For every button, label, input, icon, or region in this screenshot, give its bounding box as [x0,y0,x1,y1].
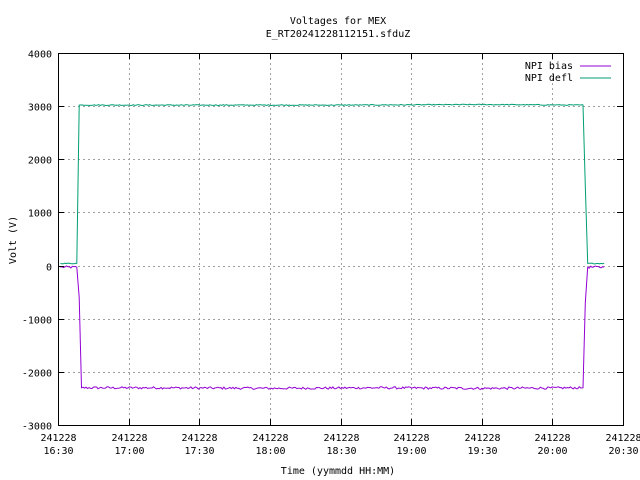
series-layer [60,103,605,390]
y-tick-label: 2000 [28,156,52,167]
x-tick-label: 241228 20:30 [605,433,640,457]
x-tick-label: 241228 16:30 [40,433,76,457]
y-tick-label: 0 [46,263,52,274]
x-tick-label: 241228 19:30 [464,433,500,457]
y-tick-label: -2000 [22,369,52,380]
x-tick-label: 241228 20:00 [534,433,570,457]
y-tick-labels: 4000 3000 2000 1000 0 -1000 -2000 -3000 [22,50,52,433]
x-tick-label: 241228 18:00 [252,433,288,457]
x-axis-label: Time (yymmdd HH:MM) [281,466,395,477]
y-tick-label: -1000 [22,316,52,327]
y-tick-label: 3000 [28,103,52,114]
x-tick-label: 241228 18:30 [323,433,359,457]
legend-label: NPI bias [525,61,573,72]
chart-title: Voltages for MEX [290,16,386,27]
series-line-npi-bias [60,265,605,390]
x-tick-label: 241228 17:00 [111,433,147,457]
grid-layer [58,53,623,425]
y-tick-label: 1000 [28,209,52,220]
legend-label: NPI defl [525,73,573,84]
y-tick-label: -3000 [22,422,52,433]
y-tick-label: 4000 [28,50,52,61]
x-tick-label: 241228 17:30 [181,433,217,457]
series-line-npi-defl [60,103,605,265]
y-axis-label: Volt (V) [8,216,19,264]
tick-layer [58,53,624,426]
chart-subtitle: E_RT20241228112151.sfduZ [266,29,411,40]
x-tick-label: 241228 19:00 [393,433,429,457]
x-tick-labels: 241228 16:30 241228 17:00 241228 17:30 241228 1… [40,433,640,457]
